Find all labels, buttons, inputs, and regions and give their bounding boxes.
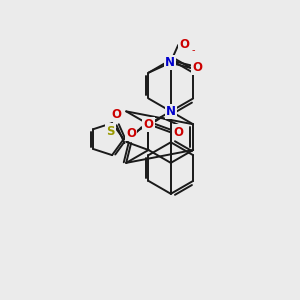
Text: N: N [165,56,175,69]
Text: O: O [173,126,183,139]
Text: O: O [179,38,189,52]
Text: O: O [143,118,154,131]
Text: S: S [106,124,114,137]
Text: O: O [126,127,136,140]
Text: N: N [166,105,176,118]
Text: -: - [191,45,195,55]
Text: O: O [192,61,202,74]
Text: O: O [112,108,122,121]
